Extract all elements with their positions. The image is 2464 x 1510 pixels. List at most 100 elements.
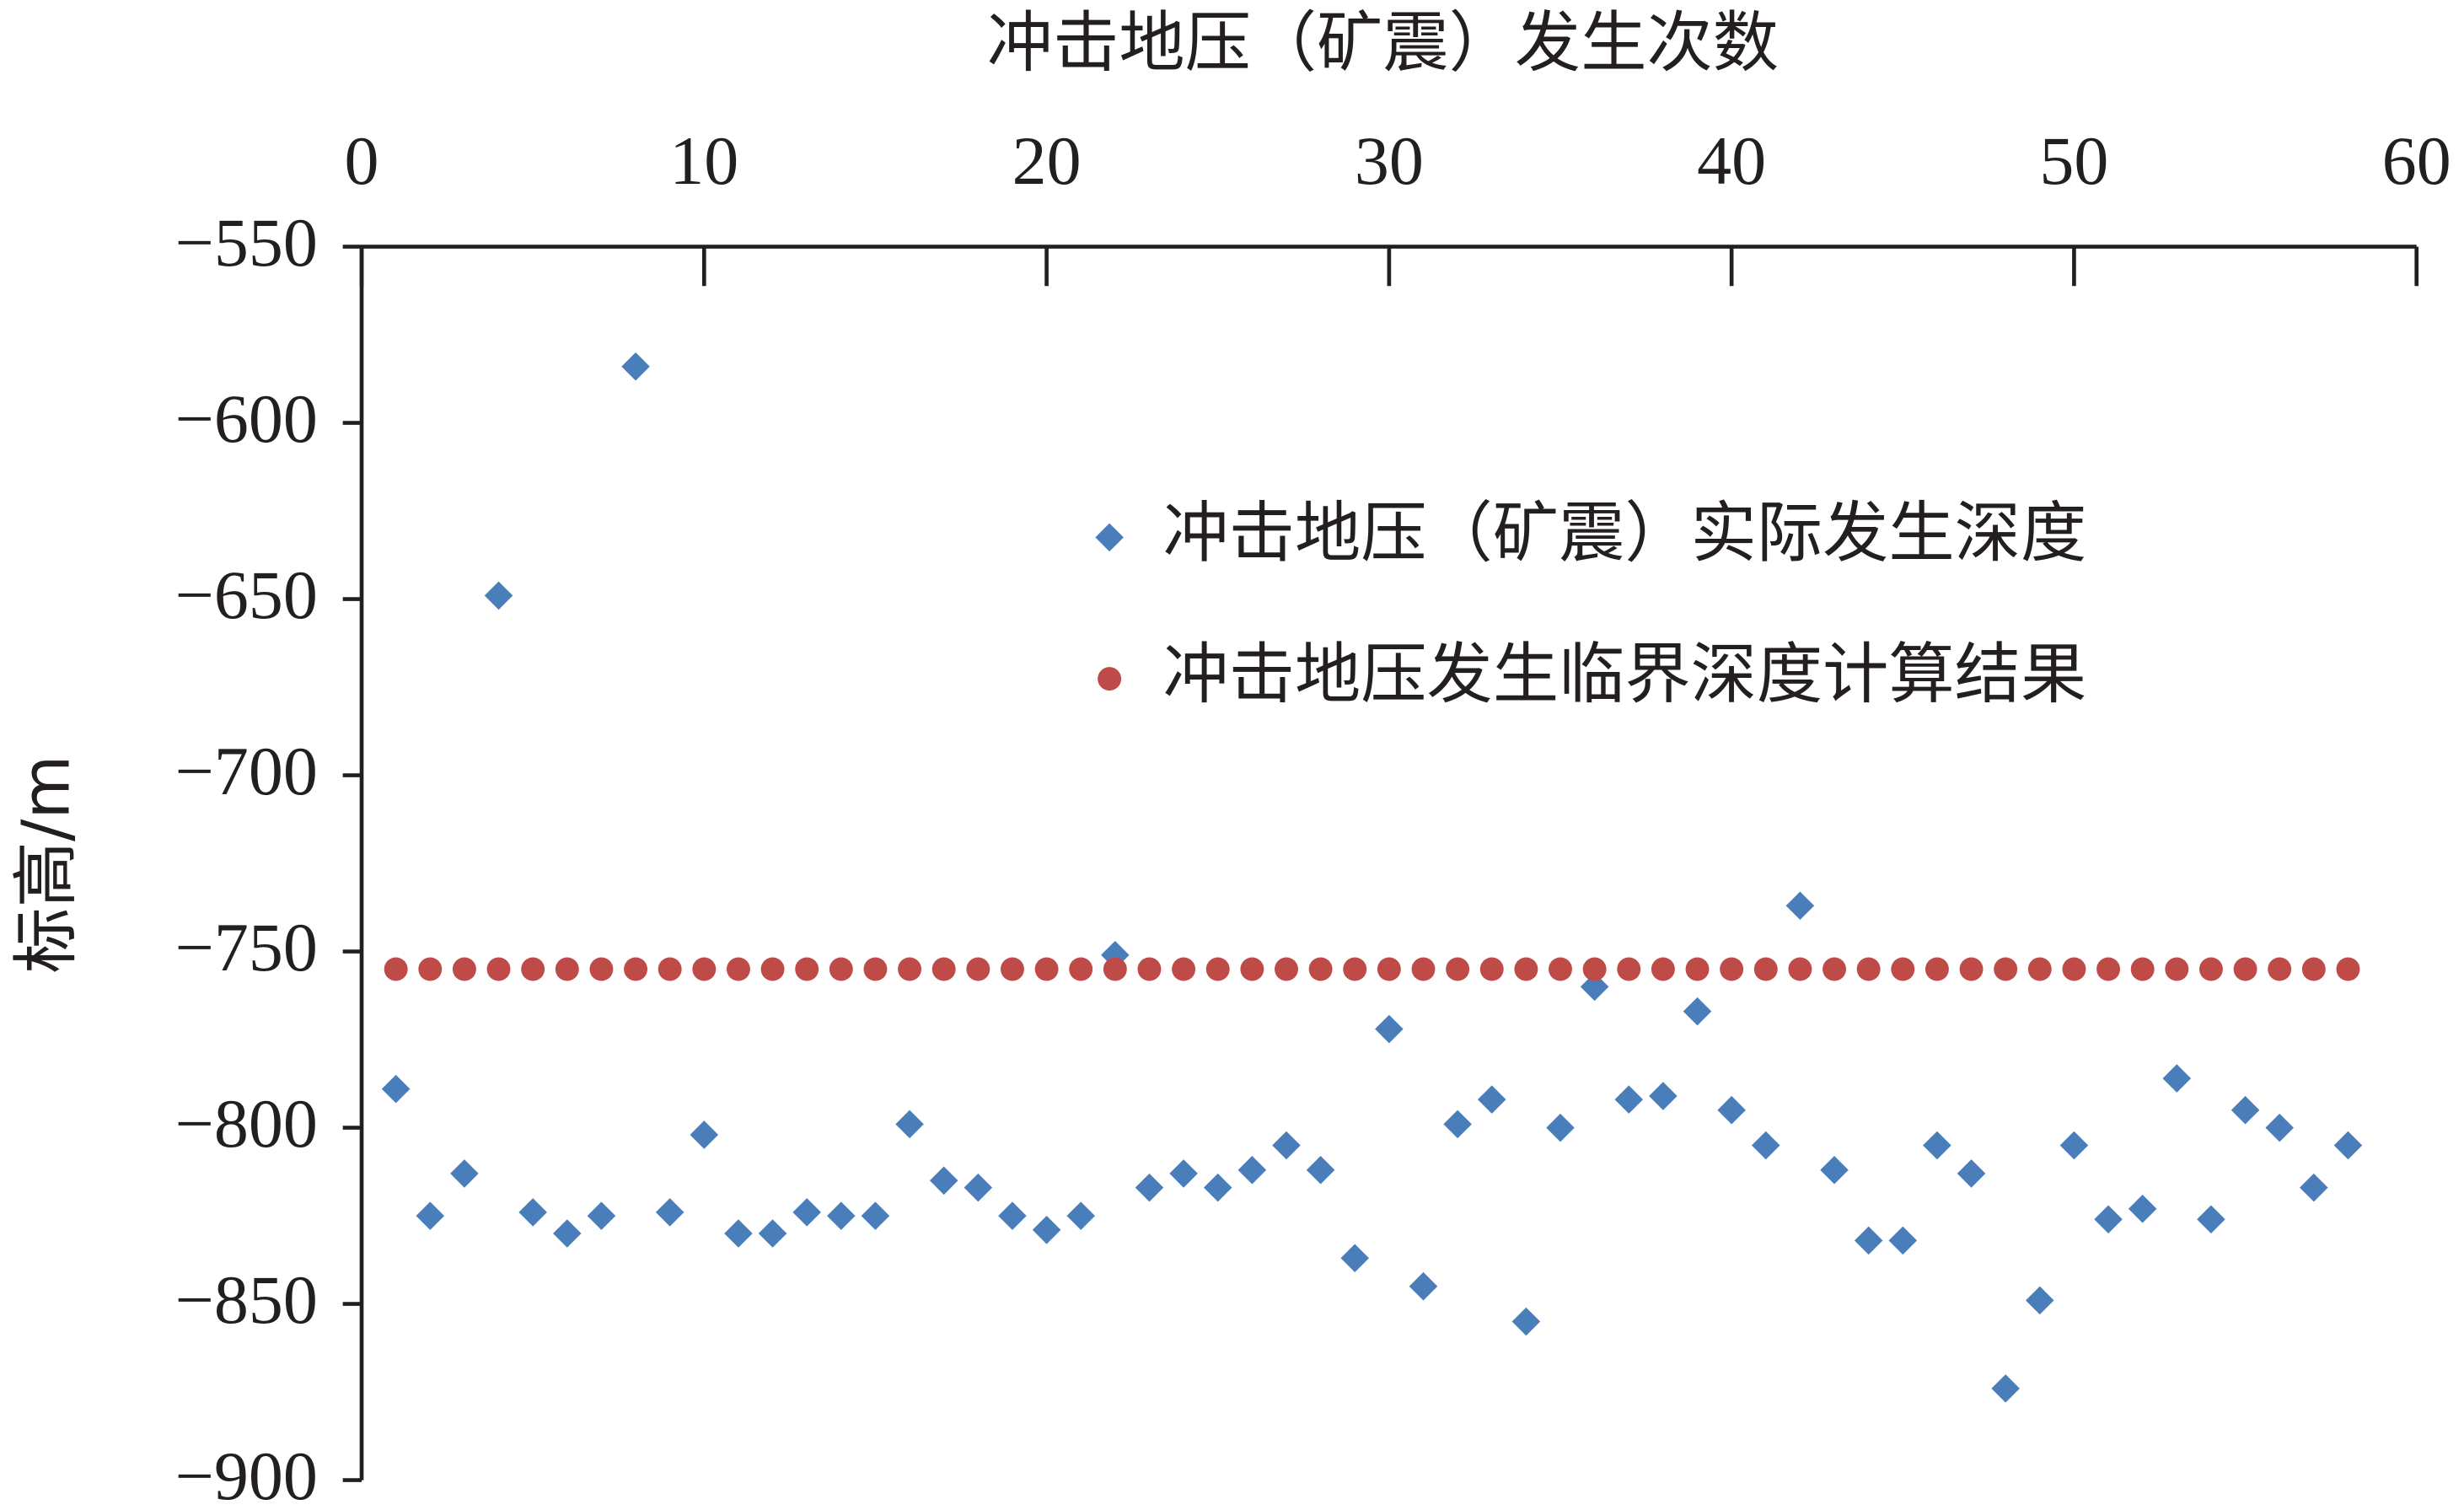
y-tick-label: −750 bbox=[175, 909, 318, 986]
data-point bbox=[1753, 957, 1778, 981]
data-point bbox=[1788, 957, 1812, 981]
data-point bbox=[418, 957, 443, 981]
data-point bbox=[1991, 1374, 2020, 1403]
data-point bbox=[2265, 1113, 2294, 1142]
data-point bbox=[895, 1110, 924, 1139]
x-tick-label: 10 bbox=[669, 122, 738, 199]
data-point bbox=[2301, 957, 2326, 981]
data-point bbox=[1720, 957, 1744, 981]
data-point bbox=[452, 957, 476, 981]
y-tick-label: −550 bbox=[175, 204, 318, 281]
data-point bbox=[2197, 1205, 2225, 1234]
x-tick-label: 0 bbox=[345, 122, 379, 199]
data-point bbox=[998, 1201, 1027, 1230]
data-point bbox=[1785, 891, 1815, 921]
data-point bbox=[589, 957, 614, 981]
data-point bbox=[1549, 957, 1572, 981]
data-point bbox=[1203, 1173, 1232, 1202]
data-point bbox=[1856, 957, 1881, 981]
data-point bbox=[1032, 1216, 1061, 1244]
data-point bbox=[1066, 1201, 1095, 1230]
data-point bbox=[381, 1074, 411, 1104]
y-tick-label: −650 bbox=[175, 556, 318, 633]
data-point bbox=[1137, 957, 1162, 981]
data-point bbox=[2333, 1131, 2363, 1160]
x-tick-label: 60 bbox=[2382, 122, 2451, 199]
data-point bbox=[2162, 1064, 2192, 1093]
data-point bbox=[1443, 1110, 1472, 1139]
y-tick-label: −600 bbox=[175, 380, 318, 457]
data-point bbox=[1959, 957, 1984, 981]
data-point bbox=[724, 1219, 753, 1248]
data-point bbox=[1854, 1226, 1883, 1255]
data-point bbox=[1446, 957, 1470, 981]
data-point bbox=[1649, 1082, 1678, 1110]
data-point bbox=[1614, 1085, 1644, 1114]
legend-marker bbox=[1095, 523, 1124, 552]
data-point bbox=[2096, 957, 2121, 981]
data-point bbox=[1957, 1159, 1986, 1188]
data-point bbox=[861, 1201, 890, 1230]
data-point bbox=[1994, 957, 2018, 981]
data-point bbox=[1514, 957, 1538, 981]
data-point bbox=[553, 1219, 582, 1248]
data-point bbox=[621, 352, 650, 381]
data-point bbox=[1409, 1271, 1438, 1301]
data-point bbox=[966, 957, 990, 981]
data-point bbox=[1580, 972, 1609, 1002]
data-point bbox=[2198, 957, 2223, 981]
data-point bbox=[1546, 1113, 1575, 1142]
x-tick-label: 40 bbox=[1697, 122, 1766, 199]
data-point bbox=[1306, 1155, 1335, 1185]
data-point bbox=[863, 957, 888, 981]
data-point bbox=[1343, 957, 1367, 981]
data-point bbox=[1411, 957, 1436, 981]
data-point bbox=[1683, 997, 1712, 1026]
data-point bbox=[1308, 957, 1333, 981]
data-point bbox=[2026, 1286, 2054, 1315]
y-tick-label: −900 bbox=[175, 1437, 318, 1510]
data-point bbox=[1923, 1131, 1951, 1160]
y-tick-label: −700 bbox=[175, 733, 318, 809]
data-point bbox=[1651, 957, 1675, 981]
data-point bbox=[1205, 957, 1230, 981]
data-point bbox=[1823, 957, 1847, 981]
data-point bbox=[1479, 957, 1504, 981]
data-point bbox=[1617, 957, 1641, 981]
y-tick-label: −850 bbox=[175, 1261, 318, 1338]
legend-label: 冲击地压（矿震）实际发生深度 bbox=[1162, 495, 2086, 572]
data-point bbox=[486, 957, 511, 981]
legend-marker bbox=[1098, 667, 1122, 691]
data-point bbox=[2268, 957, 2292, 981]
data-point bbox=[450, 1159, 479, 1188]
data-point bbox=[1511, 1307, 1541, 1336]
data-point bbox=[2300, 1173, 2328, 1202]
data-point bbox=[416, 1201, 445, 1230]
data-point bbox=[1717, 1095, 1746, 1125]
data-point bbox=[384, 957, 408, 981]
data-point bbox=[1924, 957, 1949, 981]
data-point bbox=[2336, 957, 2360, 981]
data-point bbox=[827, 1201, 856, 1230]
data-point bbox=[964, 1173, 993, 1202]
x-tick-label: 50 bbox=[2039, 122, 2108, 199]
data-point bbox=[1891, 957, 1915, 981]
x-tick-label: 20 bbox=[1012, 122, 1082, 199]
data-point bbox=[1240, 957, 1264, 981]
data-point bbox=[484, 581, 513, 610]
data-point bbox=[2230, 1095, 2260, 1125]
data-point bbox=[1169, 1159, 1198, 1188]
data-point bbox=[521, 957, 545, 981]
data-point bbox=[929, 1166, 958, 1196]
data-point bbox=[1069, 957, 1093, 981]
data-point bbox=[1135, 1173, 1164, 1202]
data-point bbox=[1477, 1085, 1506, 1114]
data-point bbox=[2165, 957, 2189, 981]
data-point bbox=[1340, 1244, 1370, 1273]
data-point bbox=[1377, 957, 1401, 981]
data-point bbox=[1000, 957, 1024, 981]
data-point bbox=[690, 1120, 719, 1149]
y-axis-label: 标高/m bbox=[8, 755, 84, 973]
